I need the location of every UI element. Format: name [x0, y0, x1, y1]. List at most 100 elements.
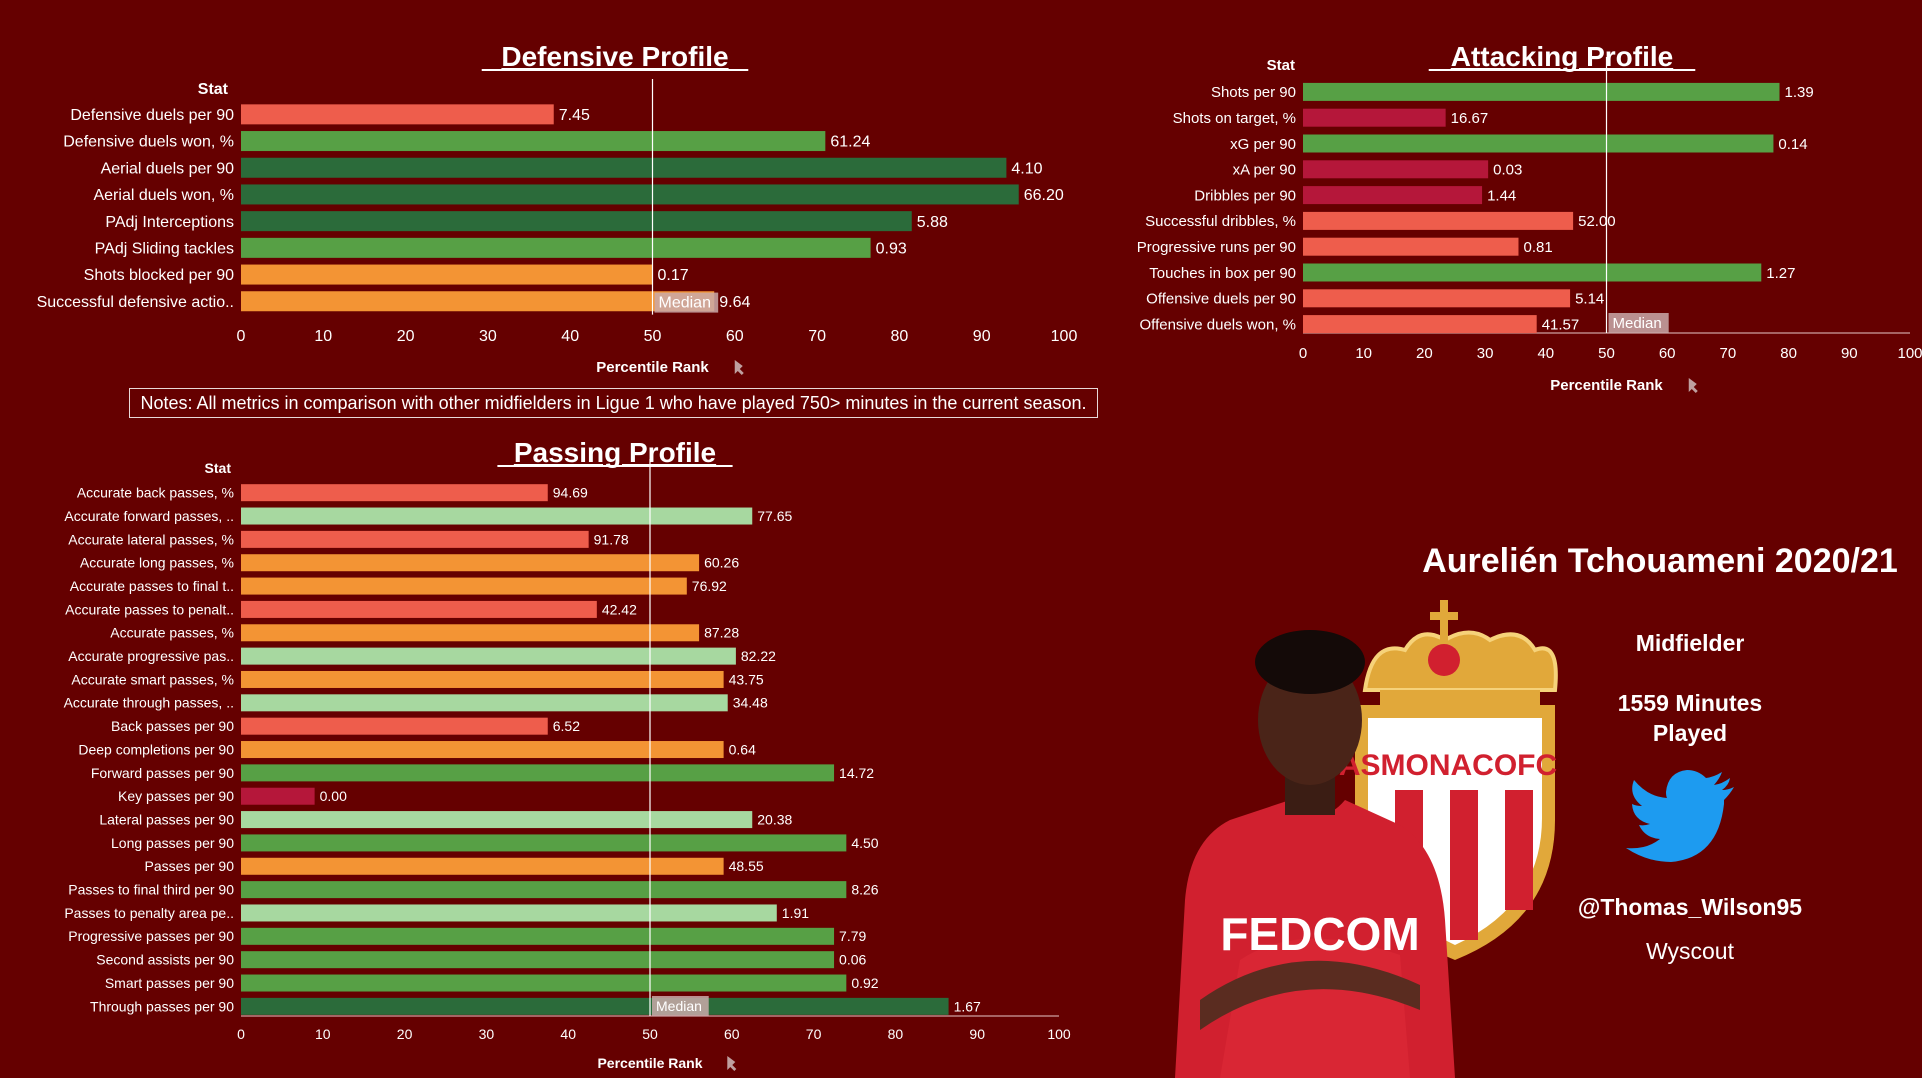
minutes-played: 1559 Minutes Played	[1570, 688, 1810, 748]
passing-bar[interactable]	[241, 764, 835, 782]
attacking-median-label-box	[1608, 313, 1669, 333]
attacking-x-tick-label: 0	[1299, 345, 1307, 362]
passing-value-label: 1.67	[954, 998, 981, 1014]
attacking-bar[interactable]	[1303, 315, 1537, 334]
attacking-x-axis-title: Percentile Rank	[1550, 377, 1663, 394]
passing-row-label: Through passes per 90	[90, 998, 234, 1014]
passing-bar[interactable]	[241, 670, 724, 688]
passing-bar[interactable]	[241, 787, 315, 805]
defensive-pin-icon[interactable]	[734, 360, 744, 375]
passing-median-label-box	[652, 996, 709, 1016]
passing-row-label: Accurate long passes, %	[80, 555, 234, 571]
passing-bar[interactable]	[241, 577, 687, 595]
passing-value-label: 0.92	[851, 975, 878, 991]
passing-bar[interactable]	[241, 647, 736, 665]
attacking-median-label: Median	[1613, 315, 1662, 332]
passing-value-label: 8.26	[851, 882, 878, 898]
attacking-value-label: 16.67	[1451, 110, 1489, 127]
passing-bar[interactable]	[241, 997, 949, 1015]
passing-row-label: Deep completions per 90	[78, 741, 234, 757]
defensive-x-tick-label: 50	[644, 328, 662, 345]
passing-row-label: Accurate forward passes, ..	[64, 508, 234, 524]
passing-x-tick-label: 10	[315, 1026, 331, 1042]
passing-row-label: Accurate back passes, %	[77, 485, 234, 501]
attacking-x-tick-label: 100	[1897, 345, 1922, 362]
passing-bar[interactable]	[241, 951, 835, 969]
passing-stat-header: Stat	[205, 460, 232, 476]
defensive-row-label: PAdj Interceptions	[105, 214, 234, 231]
twitter-bird-icon[interactable]	[1626, 770, 1734, 862]
passing-value-label: 91.78	[594, 531, 629, 547]
passing-value-label: 48.55	[729, 858, 764, 874]
passing-x-tick-label: 60	[724, 1026, 740, 1042]
passing-row-label: Accurate through passes, ..	[64, 695, 234, 711]
passing-bar[interactable]	[241, 904, 777, 922]
attacking-bar[interactable]	[1303, 160, 1489, 179]
passing-bar[interactable]	[241, 741, 724, 759]
attacking-bar[interactable]	[1303, 108, 1446, 127]
attacking-value-label: 0.81	[1523, 239, 1552, 256]
defensive-x-tick-label: 60	[726, 328, 744, 345]
passing-pin-icon[interactable]	[727, 1056, 737, 1071]
attacking-bar[interactable]	[1303, 134, 1774, 153]
attacking-row-label: Progressive runs per 90	[1137, 239, 1296, 256]
passing-bar[interactable]	[241, 694, 728, 712]
defensive-bar[interactable]	[241, 157, 1007, 178]
passing-bar[interactable]	[241, 811, 753, 829]
defensive-value-label: 66.20	[1024, 187, 1064, 204]
attacking-bar[interactable]	[1303, 82, 1780, 101]
passing-bar[interactable]	[241, 927, 835, 945]
attacking-value-label: 5.14	[1575, 291, 1604, 308]
defensive-bar[interactable]	[241, 237, 871, 258]
attacking-bar[interactable]	[1303, 237, 1519, 256]
passing-x-tick-label: 30	[479, 1026, 495, 1042]
defensive-value-label: 7.45	[559, 107, 590, 124]
passing-value-label: 82.22	[741, 648, 776, 664]
passing-bar[interactable]	[241, 624, 700, 642]
defensive-x-tick-label: 80	[891, 328, 909, 345]
defensive-bar[interactable]	[241, 104, 554, 125]
defensive-value-label: 4.10	[1011, 160, 1042, 177]
defensive-row-label: Defensive duels won, %	[63, 134, 234, 151]
passing-bar[interactable]	[241, 530, 589, 548]
passing-bar[interactable]	[241, 507, 753, 525]
player-name: Aurelién Tchouameni 2020/21	[1422, 542, 1898, 580]
passing-bar[interactable]	[241, 834, 847, 852]
attacking-bar[interactable]	[1303, 289, 1571, 308]
defensive-bar[interactable]	[241, 291, 715, 312]
passing-bar[interactable]	[241, 857, 724, 875]
passing-value-label: 0.06	[839, 952, 866, 968]
passing-x-axis-title: Percentile Rank	[597, 1055, 702, 1071]
defensive-value-label: 5.88	[917, 214, 948, 231]
passing-row-label: Key passes per 90	[118, 788, 234, 804]
passing-value-label: 0.00	[320, 788, 347, 804]
attacking-x-tick-label: 40	[1537, 345, 1554, 362]
attacking-bar[interactable]	[1303, 186, 1483, 205]
passing-value-label: 42.42	[602, 601, 637, 617]
defensive-bar[interactable]	[241, 184, 1019, 205]
passing-bar[interactable]	[241, 554, 700, 572]
defensive-bar[interactable]	[241, 211, 912, 232]
attacking-value-label: 0.14	[1778, 136, 1807, 153]
attacking-bar[interactable]	[1303, 263, 1762, 282]
defensive-x-tick-label: 10	[314, 328, 332, 345]
passing-bar[interactable]	[241, 484, 548, 502]
passing-bar[interactable]	[241, 600, 597, 618]
attacking-bar[interactable]	[1303, 211, 1574, 230]
passing-bar[interactable]	[241, 881, 847, 899]
passing-x-tick-label: 20	[397, 1026, 413, 1042]
passing-bar[interactable]	[241, 974, 847, 992]
passing-profile-chart: Passing Profile Stat Accurate back passes,…	[64, 437, 1071, 1071]
attacking-x-tick-label: 70	[1720, 345, 1737, 362]
defensive-stat-header: Stat	[198, 81, 229, 98]
passing-bar[interactable]	[241, 717, 548, 735]
passing-row-label: Forward passes per 90	[91, 765, 234, 781]
defensive-bar[interactable]	[241, 131, 826, 152]
passing-row-label: Accurate lateral passes, %	[68, 531, 234, 547]
defensive-bar[interactable]	[241, 264, 653, 285]
defensive-value-label: 0.17	[658, 267, 689, 284]
attacking-row-label: xG per 90	[1230, 136, 1296, 153]
attacking-pin-icon[interactable]	[1688, 378, 1698, 393]
twitter-handle[interactable]: @Thomas_Wilson95	[1577, 894, 1803, 920]
passing-x-tick-label: 50	[642, 1026, 658, 1042]
